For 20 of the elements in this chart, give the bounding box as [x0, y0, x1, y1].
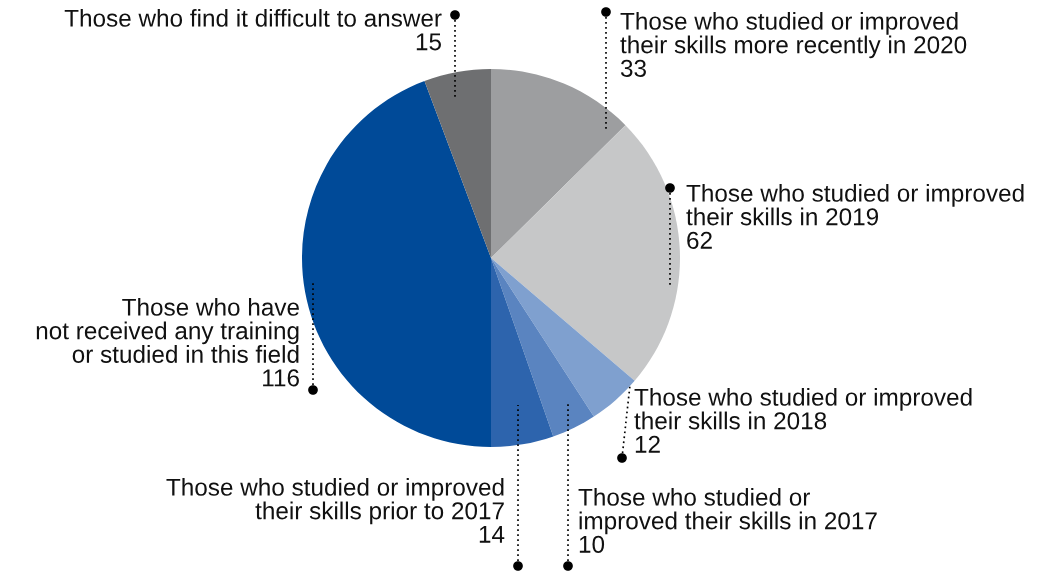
- slice-label: Those who find it difficult to answer: [64, 9, 442, 27]
- pie-slice: [491, 258, 635, 417]
- pie-slice: [491, 125, 680, 381]
- slice-label: Those who studied or improved their skills in 2019: [686, 184, 1024, 226]
- slice-label: Those who studied or improved their skills in 2017: [578, 488, 877, 535]
- data-label: 116: [263, 369, 299, 387]
- data-label: 15: [416, 33, 441, 51]
- data-label: 14: [479, 525, 505, 543]
- data-label: 12: [635, 435, 660, 453]
- slice-label: Those who studied or improved their skills in 2018: [634, 388, 972, 430]
- pie-slice: [491, 258, 554, 447]
- pie-slice: [302, 81, 491, 447]
- data-label: 10: [579, 535, 605, 553]
- data-label: 33: [620, 59, 646, 77]
- pie-slice: [491, 258, 594, 437]
- pie-slice: [424, 69, 491, 258]
- data-label: 62: [687, 231, 712, 249]
- slice-label: Those who studied or improved their skills more recently in 2020: [620, 12, 967, 59]
- slice-label: Those who studied or improved their skills prior to 2017: [166, 478, 504, 525]
- slice-label: Those who have not received any training or studied in this field: [36, 298, 299, 363]
